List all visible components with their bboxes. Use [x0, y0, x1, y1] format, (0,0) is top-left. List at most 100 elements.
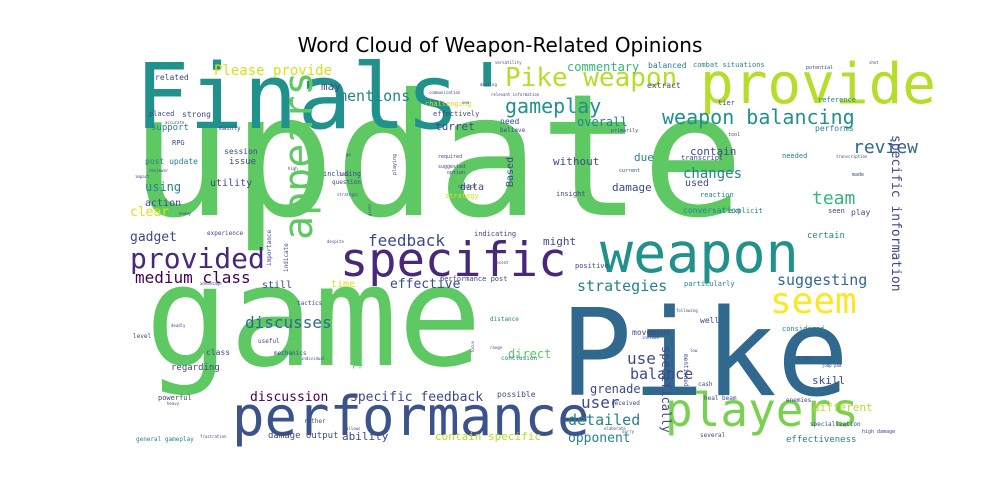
cloud-word: effectiveness [786, 435, 856, 445]
cloud-word: time [331, 279, 355, 290]
cloud-word: relevant information [491, 92, 540, 97]
cloud-word: advantage [200, 281, 222, 286]
cloud-word: movement [632, 328, 671, 337]
cloud-word: data [460, 182, 484, 193]
cloud-word: clear [130, 205, 169, 220]
cloud-word: issue [229, 157, 256, 167]
cloud-word: dealing [480, 82, 497, 87]
cloud-word: high damage [862, 429, 895, 435]
cloud-word: deadly [171, 323, 186, 328]
cloud-word: communication [429, 90, 461, 95]
cloud-word: contain specific [435, 430, 541, 443]
cloud-word: needed [782, 152, 807, 160]
cloud-word: provided [130, 242, 265, 275]
cloud-word: specialization [810, 421, 861, 428]
cloud-word: reference [818, 96, 856, 104]
cloud-word: might [543, 235, 576, 248]
cloud-word: Pike [560, 285, 849, 424]
cloud-word: explicit [729, 207, 763, 215]
cloud-word: post update [145, 157, 198, 166]
cloud-word: seem [770, 281, 857, 322]
cloud-word: mechanics [274, 350, 307, 357]
cloud-word: despite [327, 239, 344, 244]
cloud-word: still [262, 280, 292, 291]
cloud-word: mainly [219, 125, 241, 132]
cloud-word: extract [647, 81, 681, 90]
cloud-word: seen [828, 207, 845, 215]
cloud-word: individual [301, 356, 326, 361]
cloud-word: effectively [433, 110, 479, 118]
cloud-word: strategies [577, 277, 667, 295]
cloud-word: indicate [283, 243, 290, 272]
cloud-word: related [155, 73, 189, 82]
cloud-word: challenging [425, 100, 471, 108]
cloud-word: specifically [659, 346, 673, 433]
cloud-word: RPG [172, 139, 185, 147]
cloud-word: tier [718, 99, 735, 107]
cloud-word: distance [490, 316, 519, 323]
cloud-word: contain [690, 145, 736, 158]
cloud-word: direct [508, 347, 551, 361]
cloud-word: update [130, 58, 744, 256]
cloud-word: received [611, 400, 640, 407]
cloud-word: mentioned [682, 354, 689, 387]
cloud-word: suggesting [777, 271, 867, 289]
cloud-word: well [700, 316, 719, 325]
cloud-word: powerful [158, 394, 192, 402]
cloud-word: insight [556, 190, 586, 198]
cloud-word: shot [869, 60, 879, 65]
cloud-word: weapon [600, 221, 799, 285]
cloud-word: team [812, 188, 855, 209]
cloud-word: range [490, 345, 503, 350]
cloud-word: weapon balancing [662, 105, 855, 129]
cloud-word: option [447, 170, 465, 176]
cloud-word: gadget [130, 230, 177, 245]
cloud-word: use [627, 349, 656, 368]
cloud-word: tactics [297, 300, 323, 307]
cloud-word: placed [149, 110, 174, 118]
cloud-word: low [690, 348, 698, 353]
cloud-word: enemy [179, 211, 192, 216]
cloud-word: support [151, 123, 189, 133]
cloud-word: reaction [700, 191, 734, 199]
cloud-word: provide [700, 52, 936, 117]
cloud-word: commentary [567, 60, 639, 74]
cloud-word: without [553, 155, 599, 168]
cloud-word: particularly [684, 280, 735, 288]
cloud-word: may [321, 80, 341, 93]
cloud-word: session [224, 147, 258, 156]
cloud-word: playing [392, 154, 398, 175]
cloud-word: reviewer [149, 168, 169, 173]
cloud-word: specific information [888, 135, 903, 292]
cloud-word: primarily [611, 128, 638, 134]
cloud-word: grenade [590, 382, 641, 396]
cloud-word: class [206, 348, 230, 357]
cloud-word: user [581, 393, 620, 412]
cloud-word: current [619, 168, 640, 174]
cloud-word: useful [258, 338, 280, 345]
cloud-word: required [438, 154, 462, 160]
cloud-word: balanced [648, 61, 687, 70]
cloud-word: indicating [474, 230, 516, 238]
cloud-word: choice [458, 184, 476, 190]
cloud-word: damage [612, 181, 652, 194]
cloud-word: suggested [438, 164, 465, 170]
cloud-word: importance [266, 229, 273, 266]
cloud-word: feedback [368, 231, 445, 250]
cloud-word: different [813, 401, 873, 414]
cloud-word: several [700, 432, 726, 439]
cloud-word: changes [683, 166, 742, 182]
cloud-word: cash [698, 381, 713, 388]
cloud-word: performance post [440, 275, 507, 283]
cloud-word: enemies [786, 397, 812, 404]
cloud-word: high [288, 166, 298, 171]
cloud-word: medium class [135, 268, 251, 287]
cloud-word: possible [497, 390, 536, 399]
cloud-word: mentions [338, 87, 410, 105]
cloud-word: gameplay [505, 94, 601, 118]
cloud-word: elaborate [604, 426, 626, 431]
cloud-word: B tier [797, 356, 812, 361]
cloud-word: game [145, 236, 482, 399]
cloud-word: versatility [495, 60, 522, 65]
